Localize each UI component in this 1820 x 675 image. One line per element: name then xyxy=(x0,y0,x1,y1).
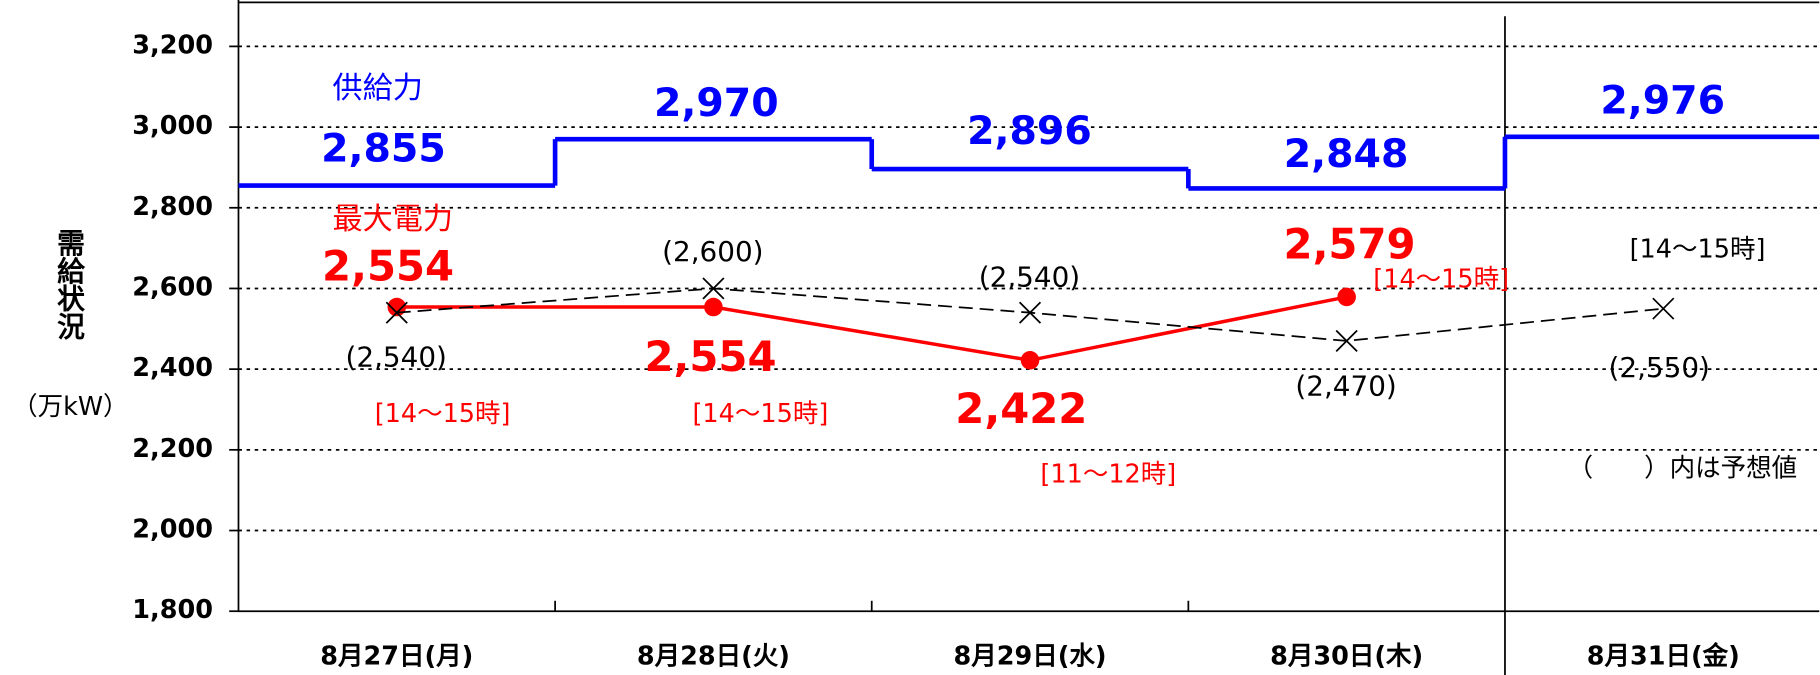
value-label: (2,550) xyxy=(1609,351,1710,384)
y-tick-label: 2,600 xyxy=(132,272,213,302)
demand-marker xyxy=(704,297,723,317)
value-label: 2,554 xyxy=(644,332,776,381)
value-label: 2,896 xyxy=(967,108,1092,154)
value-label: 2,970 xyxy=(654,80,779,126)
demand-marker xyxy=(1020,350,1040,370)
value-label: 2,422 xyxy=(955,384,1087,433)
value-label: (2,540) xyxy=(346,340,447,373)
y-tick-label: 3,200 xyxy=(132,30,213,60)
legend-label: 最大電力 xyxy=(332,202,453,237)
note: （ ）内は予想値 xyxy=(1568,454,1798,484)
y-tick-label: 1,800 xyxy=(132,595,213,625)
y-tick-label: 2,000 xyxy=(132,515,213,545)
forecast-marker xyxy=(1335,329,1358,352)
x-tick-label: 8月27日(月) xyxy=(320,642,473,672)
forecast-marker xyxy=(1652,297,1675,320)
forecast-marker xyxy=(1018,301,1042,324)
value-label: (2,540) xyxy=(979,260,1080,293)
value-label: 2,848 xyxy=(1284,131,1409,177)
value-label: (2,600) xyxy=(662,235,763,268)
time-label: [14～15時] xyxy=(1630,235,1766,265)
value-label: 2,554 xyxy=(322,242,454,291)
x-tick-label: 8月31日(金) xyxy=(1587,642,1740,672)
legend-label: 供給力 xyxy=(332,71,422,106)
forecast-marker xyxy=(385,301,408,324)
y-tick-label: 3,000 xyxy=(132,111,213,141)
value-label: 2,855 xyxy=(321,125,446,171)
time-label: [11～12時] xyxy=(1040,460,1176,490)
demand-marker xyxy=(1337,287,1356,307)
y-tick-label: 2,800 xyxy=(132,192,213,222)
time-label: [14～15時] xyxy=(1373,265,1509,295)
y-axis-unit: （万kW） xyxy=(12,392,128,422)
y-tick-label: 2,200 xyxy=(132,434,213,464)
forecast-marker xyxy=(702,277,725,300)
demand-line xyxy=(396,295,1348,363)
time-label: [14～15時] xyxy=(375,399,511,429)
value-label: 2,579 xyxy=(1284,220,1416,269)
value-label: (2,470) xyxy=(1295,369,1396,402)
time-label: [14～15時] xyxy=(692,399,828,429)
x-tick-label: 8月28日(火) xyxy=(637,642,790,672)
x-tick-label: 8月29日(水) xyxy=(954,642,1107,672)
y-tick-label: 2,400 xyxy=(132,353,213,383)
value-label: 2,976 xyxy=(1600,78,1725,124)
x-tick-label: 8月30日(木) xyxy=(1270,642,1423,672)
y-axis-title: 需給状況 xyxy=(53,228,86,339)
